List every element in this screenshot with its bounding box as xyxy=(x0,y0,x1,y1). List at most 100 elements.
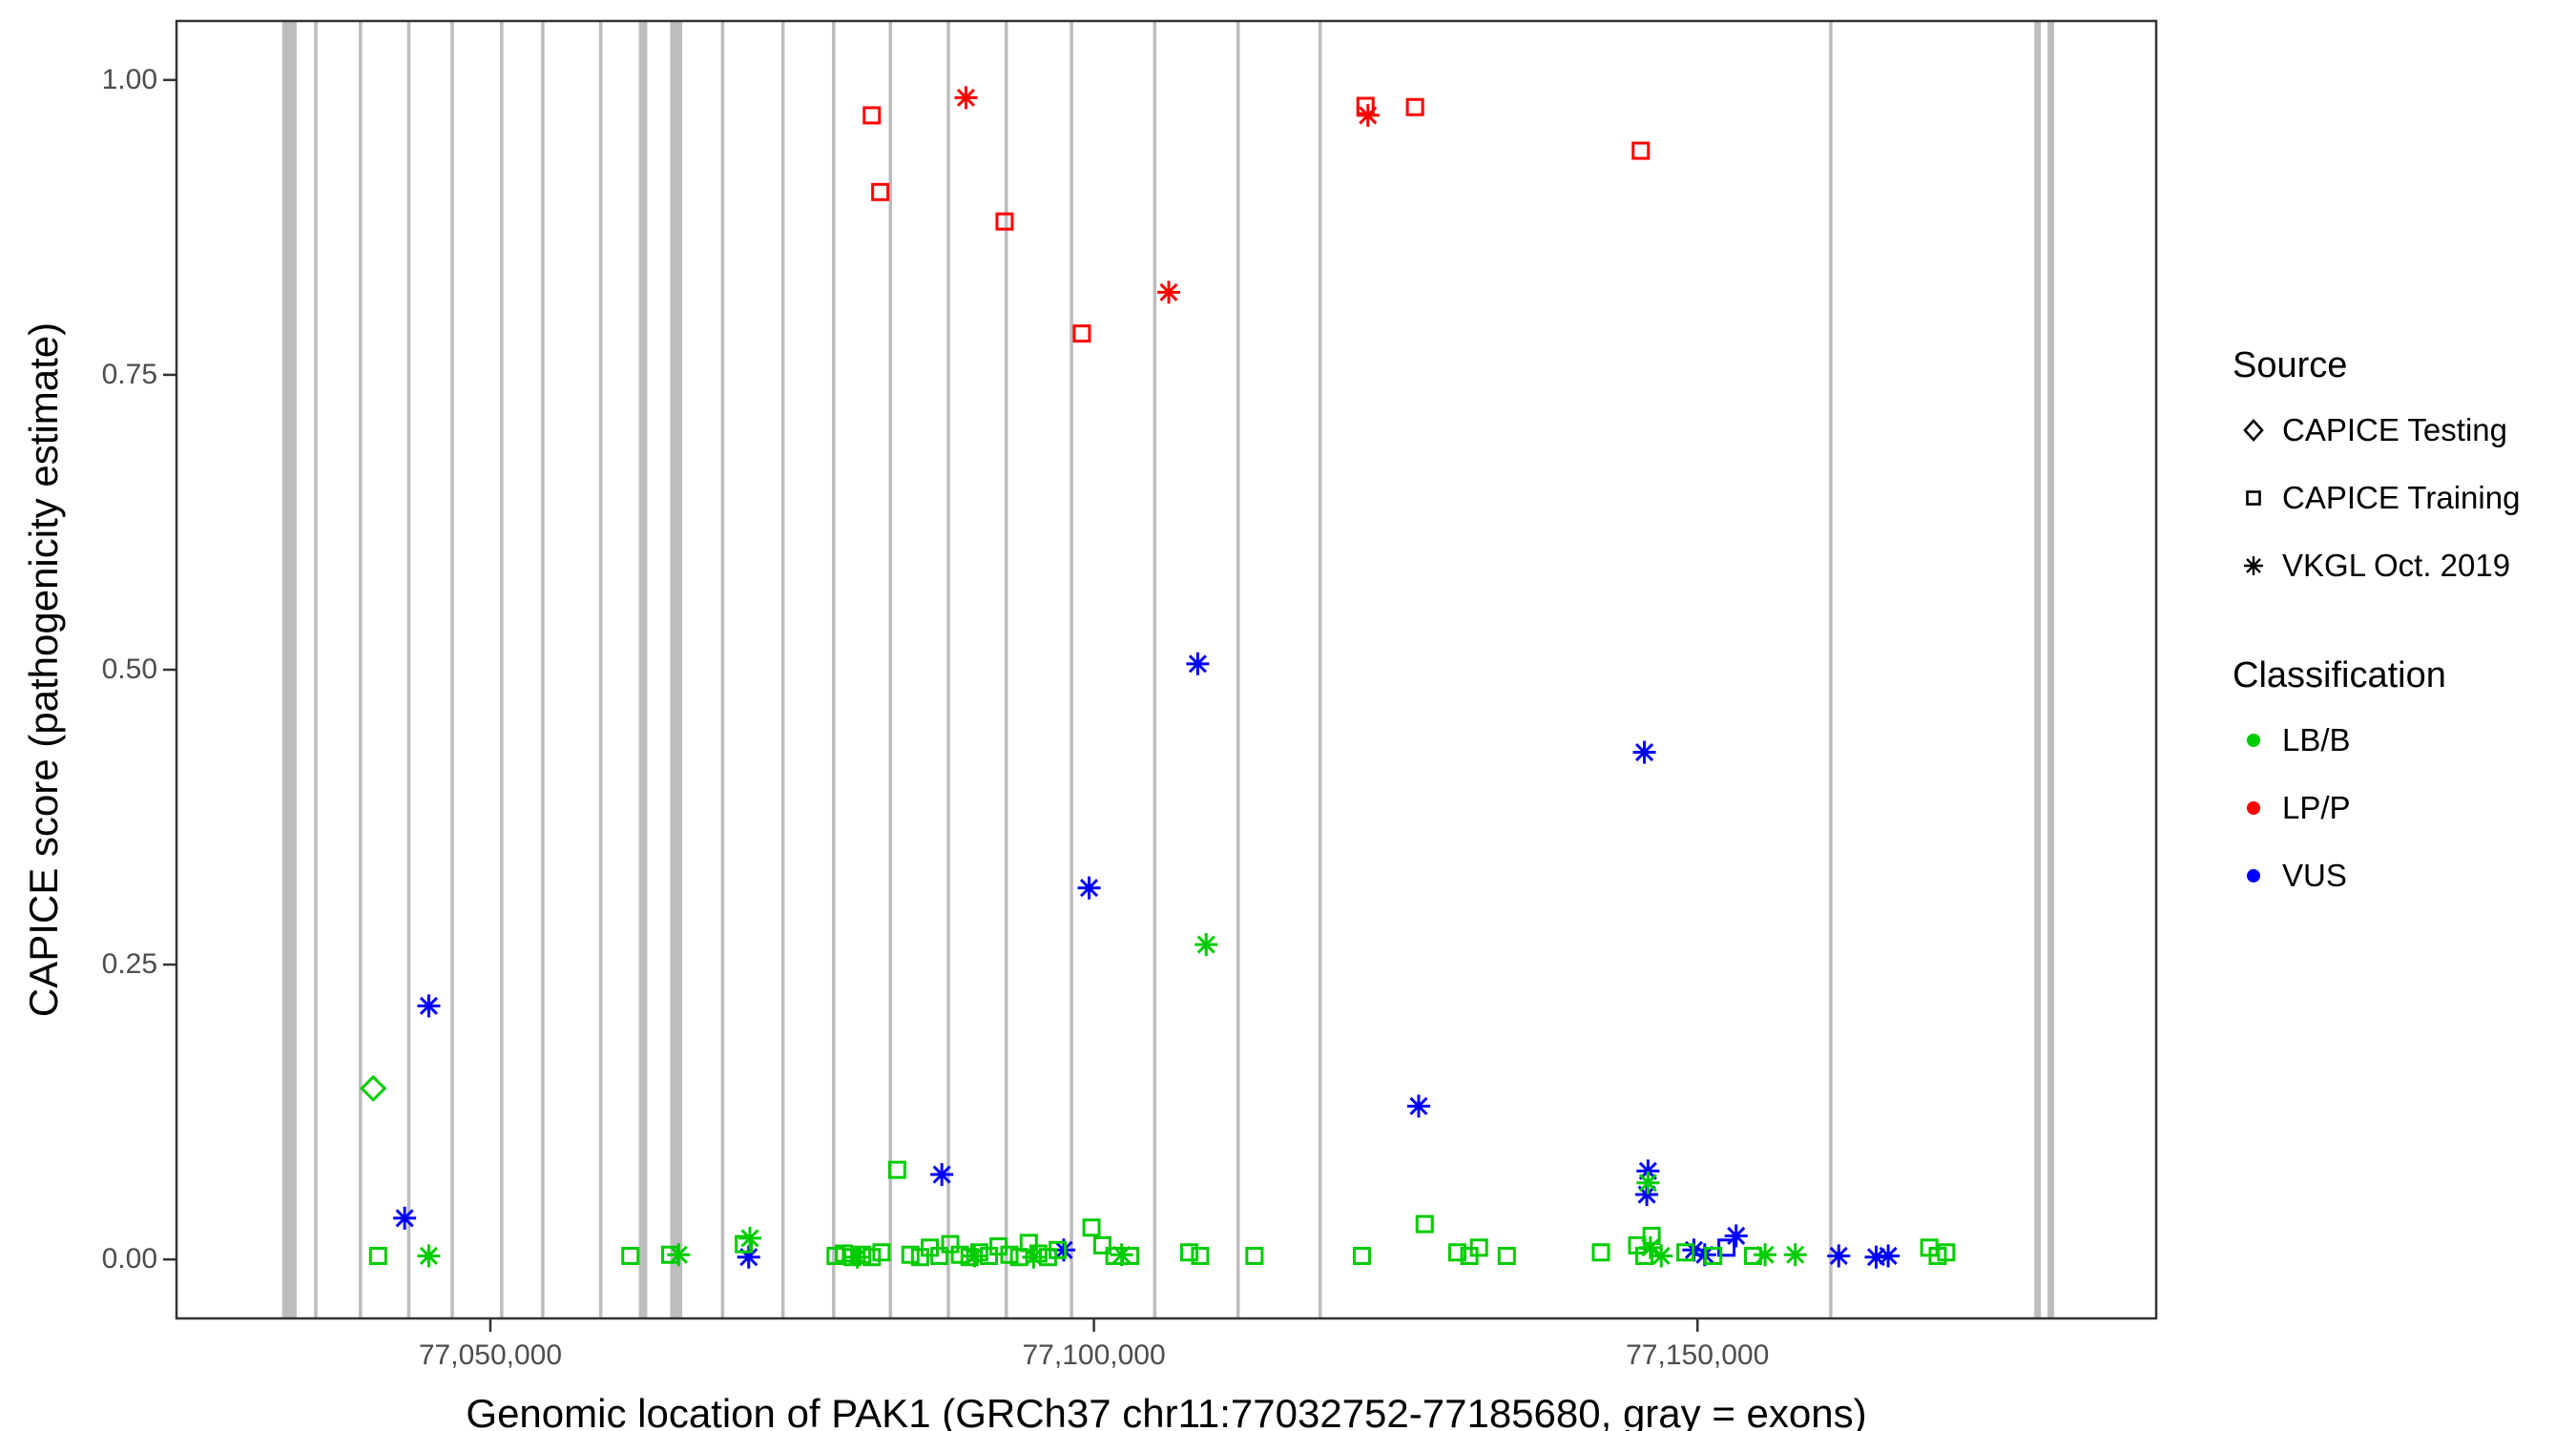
y-tick-label: 0.00 xyxy=(101,1243,157,1275)
exon-bar xyxy=(500,21,504,1318)
exon-bar xyxy=(2034,21,2042,1318)
exon-bar xyxy=(1236,21,1240,1318)
exon-bar xyxy=(670,21,683,1318)
legend-source-title: Source xyxy=(2233,345,2348,385)
data-point xyxy=(417,1244,441,1268)
legend-classification-title: Classification xyxy=(2233,655,2446,695)
data-point xyxy=(1415,1214,1434,1234)
data-point xyxy=(1082,1218,1101,1237)
data-point xyxy=(969,1243,988,1262)
data-point xyxy=(1635,1246,1654,1265)
legend-item-lpp: LP/P xyxy=(2233,787,2576,829)
data-point xyxy=(862,106,882,125)
data-point xyxy=(862,1248,882,1267)
legend-item-label: LB/B xyxy=(2282,722,2351,757)
data-point xyxy=(1650,1244,1673,1268)
data-point xyxy=(960,1248,979,1267)
legend-item-capice-testing: CAPICE Testing xyxy=(2233,409,2576,451)
exon-bar xyxy=(780,21,785,1318)
data-point xyxy=(1028,1244,1048,1263)
legend-item-capice-training: CAPICE Training xyxy=(2233,477,2576,519)
exon-bar xyxy=(406,21,411,1318)
y-axis-title: CAPICE score (pathogenicity estimate) xyxy=(21,321,66,1018)
data-point xyxy=(1180,1243,1199,1262)
data-point xyxy=(1827,1244,1851,1268)
diamond-icon xyxy=(2243,419,2264,442)
data-point xyxy=(1937,1243,1956,1262)
data-point xyxy=(1642,1226,1661,1245)
legend-item-label: LP/P xyxy=(2282,790,2351,825)
data-point xyxy=(930,1163,954,1187)
data-point xyxy=(930,1246,949,1265)
panel-border xyxy=(175,19,2158,1320)
exon-bar xyxy=(2047,21,2055,1318)
data-point xyxy=(1591,1243,1610,1262)
square-icon xyxy=(2246,490,2261,506)
exon-bar xyxy=(541,21,545,1318)
data-point xyxy=(1631,141,1651,160)
exon-bar xyxy=(359,21,363,1318)
exon-bar xyxy=(1318,21,1322,1318)
data-point xyxy=(910,1248,929,1267)
data-point xyxy=(621,1246,640,1265)
data-point xyxy=(1352,1246,1371,1265)
data-point xyxy=(1632,740,1656,764)
green-circle-icon xyxy=(2247,734,2260,747)
data-point xyxy=(1704,1246,1723,1265)
data-point xyxy=(1783,1243,1807,1267)
data-point xyxy=(1405,97,1424,116)
legend-item-vkgl: VKGL Oct. 2019 xyxy=(2233,545,2576,587)
data-point xyxy=(1245,1246,1264,1265)
x-tick-label: 77,100,000 xyxy=(1022,1339,1166,1371)
x-axis-title: Genomic location of PAK1 (GRCh37 chr11:7… xyxy=(466,1391,1867,1431)
data-point xyxy=(1195,933,1218,957)
exon-bar xyxy=(832,21,836,1318)
data-point xyxy=(1469,1238,1488,1257)
data-point xyxy=(872,1243,891,1262)
data-point xyxy=(1636,1171,1660,1194)
data-point xyxy=(954,86,978,110)
data-point xyxy=(1676,1243,1695,1262)
legend: Source CAPICE Testing CAPICE Training xyxy=(2233,345,2576,923)
data-point xyxy=(1121,1246,1140,1265)
y-tick-label: 0.25 xyxy=(101,948,157,981)
exon-bar xyxy=(1004,21,1008,1318)
data-point xyxy=(1724,1224,1748,1248)
data-point xyxy=(1743,1246,1762,1265)
data-point xyxy=(1191,1246,1210,1265)
exon-bar xyxy=(720,21,725,1318)
data-point xyxy=(1447,1243,1466,1262)
data-point xyxy=(1877,1244,1901,1268)
data-point xyxy=(1077,876,1101,900)
exon-bar xyxy=(314,21,318,1318)
y-tick-label: 0.75 xyxy=(101,358,157,390)
legend-item-vus: VUS xyxy=(2233,855,2576,897)
data-point xyxy=(1072,324,1091,343)
exon-bar xyxy=(598,21,603,1318)
data-point xyxy=(1497,1246,1516,1265)
exon-bar xyxy=(1153,21,1157,1318)
exon-bar xyxy=(946,21,950,1318)
data-point xyxy=(980,1246,999,1265)
data-point xyxy=(368,1246,387,1265)
data-point xyxy=(950,1245,969,1264)
data-point xyxy=(887,1160,906,1179)
data-point xyxy=(853,1245,872,1264)
data-point xyxy=(995,212,1014,231)
data-point xyxy=(871,182,890,201)
legend-item-label: CAPICE Training xyxy=(2282,480,2521,515)
data-point xyxy=(1157,280,1181,304)
data-point xyxy=(843,1248,862,1267)
data-point xyxy=(1356,103,1380,127)
data-point xyxy=(1049,1240,1068,1259)
data-point xyxy=(1406,1094,1430,1118)
data-point xyxy=(735,1234,754,1254)
asterisk-icon xyxy=(2244,556,2263,575)
x-tick-label: 77,050,000 xyxy=(418,1339,563,1371)
data-point xyxy=(660,1245,679,1264)
x-tick-label: 77,150,000 xyxy=(1626,1339,1770,1371)
exon-bar xyxy=(1070,21,1073,1318)
exon-bar xyxy=(450,21,454,1318)
